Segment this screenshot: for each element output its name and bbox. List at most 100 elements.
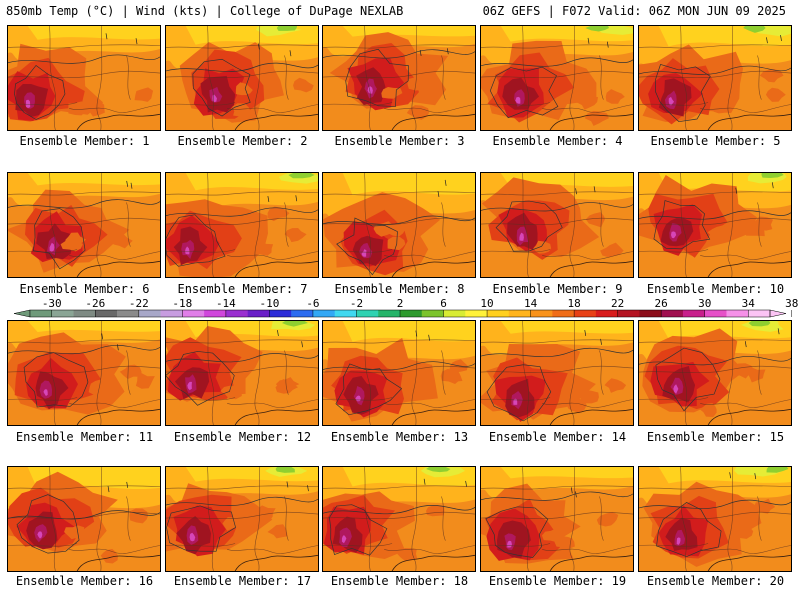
temperature-contour <box>481 347 633 358</box>
state-boundary <box>166 217 318 226</box>
colorbar-swatch <box>726 310 749 317</box>
state-boundary <box>166 397 236 401</box>
state-boundary <box>542 545 633 554</box>
state-boundary <box>69 399 160 408</box>
temperature-field <box>220 385 242 400</box>
temperature-field <box>673 384 679 394</box>
state-boundary <box>284 55 289 100</box>
state-boundary <box>8 543 78 547</box>
temperature-field <box>109 232 133 249</box>
coastline <box>391 113 475 130</box>
coastline <box>707 554 791 571</box>
state-boundary <box>8 191 160 196</box>
temperature-contour <box>335 363 403 416</box>
wind-barb <box>593 186 596 193</box>
ensemble-member-label: Ensemble Member: 11 <box>15 430 154 444</box>
state-boundary <box>639 217 791 226</box>
state-boundary <box>441 350 446 395</box>
state-boundary <box>757 350 762 395</box>
ensemble-member-label: Ensemble Member: 16 <box>15 574 154 588</box>
colorbar-swatch <box>617 310 640 317</box>
temperature-contour <box>639 65 791 75</box>
state-boundary <box>384 251 475 260</box>
temperature-contour <box>32 208 86 270</box>
ensemble-member-map <box>7 172 161 278</box>
state-boundary <box>166 365 318 374</box>
temperature-contour <box>481 57 633 67</box>
state-boundary <box>166 543 236 547</box>
state-boundary <box>680 26 687 130</box>
state-boundary <box>411 26 418 130</box>
temperature-contour <box>489 66 559 119</box>
state-boundary <box>8 365 160 374</box>
ensemble-member-map <box>322 466 476 572</box>
temperature-field <box>187 381 192 391</box>
temperature-contour <box>639 210 791 220</box>
state-boundary <box>481 70 633 79</box>
state-boundary <box>542 251 633 260</box>
temperature-field <box>43 389 48 397</box>
state-boundary <box>522 26 529 130</box>
state-boundary <box>569 321 576 425</box>
state-boundary <box>8 70 160 79</box>
temperature-field <box>88 379 109 396</box>
state-boundary <box>207 173 214 277</box>
temperature-field <box>27 173 160 186</box>
temperature-field <box>739 516 757 530</box>
state-boundary <box>49 26 56 130</box>
colorbar-tick-label: -6 <box>306 297 319 310</box>
temperature-field <box>235 82 253 96</box>
state-boundary <box>166 191 318 196</box>
state-boundary <box>542 104 633 113</box>
state-boundary <box>323 191 475 196</box>
temperature-field <box>576 95 598 110</box>
state-boundary <box>599 496 604 541</box>
temperature-contour <box>323 505 475 515</box>
temperature-field <box>275 377 300 392</box>
state-boundary <box>700 399 791 408</box>
ensemble-member-map <box>638 466 792 572</box>
coastline <box>76 260 160 277</box>
ensemble-member-map <box>480 320 634 426</box>
state-boundary <box>8 102 78 106</box>
ensemble-member-label: Ensemble Member: 12 <box>173 430 312 444</box>
state-boundary <box>639 44 791 49</box>
colorbar-swatch <box>465 310 488 317</box>
colorbar-right-arrow <box>769 309 787 318</box>
temperature-field <box>566 398 587 413</box>
temperature-contour <box>639 499 791 509</box>
colorbar-swatch <box>356 310 379 317</box>
state-boundary <box>639 511 791 520</box>
ensemble-member-map <box>480 466 634 572</box>
state-boundary <box>680 173 687 277</box>
wind-barb <box>415 330 418 337</box>
state-boundary <box>323 397 393 401</box>
state-boundary <box>639 249 709 253</box>
state-boundary <box>757 202 762 247</box>
coastline <box>707 408 791 425</box>
state-boundary <box>569 467 576 571</box>
colorbar-tick-label: 18 <box>567 297 580 310</box>
state-boundary <box>727 26 734 130</box>
temperature-contour <box>653 200 711 250</box>
temperature-contour <box>345 48 409 107</box>
ensemble-member-label: Ensemble Member: 9 <box>492 282 623 296</box>
colorbar-swatch <box>400 310 423 317</box>
colorbar-swatch <box>160 310 183 317</box>
state-boundary <box>207 321 214 425</box>
ensemble-member-label: Ensemble Member: 4 <box>492 134 623 148</box>
state-boundary <box>8 249 78 253</box>
wind-barb <box>446 48 449 55</box>
state-boundary <box>166 339 318 344</box>
run-valid-time: 06Z GEFS | F072 Valid: 06Z MON JUN 09 20… <box>482 4 786 18</box>
state-boundary <box>126 496 131 541</box>
coastline <box>391 554 475 571</box>
state-boundary <box>254 467 261 571</box>
temperature-contour <box>655 347 721 412</box>
colorbar-tick-label: 38 <box>785 297 798 310</box>
colorbar-tick-label: 22 <box>611 297 624 310</box>
wind-barb <box>575 491 577 498</box>
temperature-contour <box>485 506 549 558</box>
wind-barb <box>130 182 133 189</box>
temperature-field <box>267 524 288 539</box>
